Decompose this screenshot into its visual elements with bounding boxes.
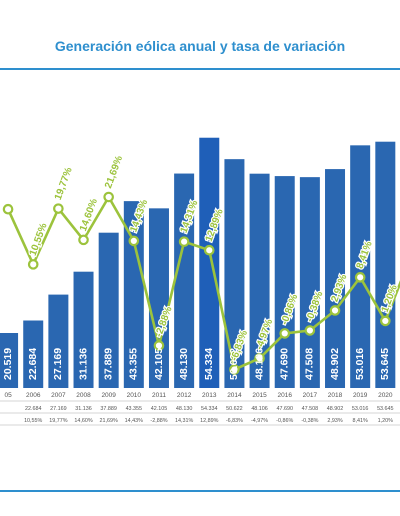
bar-value-label: 53.645: [379, 348, 391, 380]
table-rate-cell: 14,60%: [74, 418, 92, 424]
table-year-cell: 2016: [277, 392, 292, 399]
table-generation-cell: 22.684: [25, 406, 42, 412]
bar: [174, 173, 195, 388]
bar-value-label: 43.355: [128, 348, 140, 380]
bar: [0, 333, 19, 388]
table-generation-cell: 37.889: [100, 406, 117, 412]
table-rate-cell: 8,41%: [353, 418, 368, 424]
rate-point: [103, 191, 114, 203]
bar: [325, 169, 346, 388]
rate-point: [53, 203, 64, 214]
bar-value-label: 42.105: [153, 348, 165, 380]
bar-value-label: 22.684: [27, 348, 39, 380]
bar-value-label: 48.130: [178, 348, 190, 380]
table-rate-cell: 19,77%: [49, 418, 67, 424]
table-year-cell: 2017: [303, 392, 318, 399]
table-rate-cell: -6,83%: [226, 418, 243, 424]
bar-value-label: 50.622: [228, 348, 240, 380]
table-year-cell: 2012: [177, 392, 192, 399]
rate-point: [354, 272, 366, 283]
table-year-cell: 2013: [202, 392, 217, 399]
bar-value-label: 31.136: [77, 348, 89, 380]
table-generation-cell: 48.130: [176, 406, 193, 412]
table-rate-cell: -0,38%: [301, 418, 318, 424]
table-rate-cell: -2,88%: [150, 418, 167, 424]
bar-value-label: 47.508: [304, 348, 316, 380]
bar: [123, 201, 144, 388]
rate-point: [229, 364, 240, 375]
table-generation-cell: 53.645: [377, 406, 394, 412]
chart-title: Generación eólica anual y tasa de variac…: [54, 38, 346, 54]
table-rate-cell: 14,31%: [175, 418, 193, 424]
table-rate-cell: 2,93%: [327, 418, 342, 424]
rate-point: [2, 203, 14, 215]
table-year-cell: 05: [4, 392, 12, 399]
rate-point: [78, 234, 89, 246]
rate-point: [329, 305, 341, 316]
rate-point: [153, 340, 165, 351]
bar-value-label: 48.902: [329, 348, 341, 380]
bar: [224, 159, 245, 388]
rate-point: [128, 235, 140, 247]
rate-point: [203, 244, 215, 256]
bar: [48, 294, 69, 388]
table-generation-cell: 42.105: [151, 406, 168, 412]
table-rate-cell: 12,89%: [200, 418, 218, 424]
bar-value-label: 54.334: [203, 348, 215, 380]
table-rate-cell: 10,55%: [24, 418, 42, 424]
bar: [299, 177, 320, 388]
table-generation-cell: 47.508: [302, 406, 319, 412]
rate-value-label: 19,77%: [53, 166, 75, 202]
table-generation-cell: 54.334: [201, 406, 218, 412]
bar: [98, 232, 119, 388]
rate-point: [254, 352, 265, 364]
table-generation-cell: 53.016: [352, 406, 369, 412]
rate-point: [27, 259, 39, 270]
table-generation-cell: 43.355: [126, 406, 143, 412]
bar: [148, 208, 169, 388]
bar: [375, 141, 396, 388]
bar: [73, 271, 94, 388]
table-year-cell: 2019: [353, 392, 368, 399]
bar-value-label: 20.519: [2, 348, 14, 380]
table-year-cell: 2018: [328, 392, 343, 399]
rate-point: [178, 236, 190, 247]
rate-point: [304, 325, 316, 336]
table-year-cell: 2008: [76, 392, 91, 399]
bar: [23, 320, 44, 388]
table-rate-cell: 21,69%: [100, 418, 118, 424]
table-generation-cell: 27.169: [50, 406, 67, 412]
table-rate-cell: 14,43%: [125, 418, 143, 424]
bar-value-label: 53.016: [354, 348, 366, 380]
rate-point: [279, 328, 291, 339]
table-year-cell: 2007: [51, 392, 66, 399]
table-generation-cell: 50.622: [226, 406, 243, 412]
bar: [199, 137, 220, 388]
table-generation-cell: 31.136: [75, 406, 92, 412]
rate-value-label: 21,69%: [103, 154, 125, 190]
table-year-cell: 2010: [127, 392, 142, 399]
table-year-cell: 2020: [378, 392, 393, 399]
table-year-cell: 2011: [152, 392, 166, 399]
bar: [350, 145, 371, 388]
rate-value-label: 10,55%: [28, 222, 50, 258]
bar-value-label: 37.889: [102, 348, 114, 380]
table-generation-cell: 47.690: [276, 406, 293, 412]
table-rate-cell: -0,86%: [276, 418, 293, 424]
bar-value-label: 47.690: [279, 348, 291, 380]
table-year-cell: 2015: [252, 392, 267, 399]
table-year-cell: 2006: [26, 392, 41, 399]
bar: [249, 173, 270, 388]
table-rate-cell: -4,97%: [251, 418, 268, 424]
table-rate-cell: 1,20%: [378, 418, 393, 424]
bar-value-label: 27.169: [52, 348, 64, 380]
table-generation-cell: 48.902: [327, 406, 344, 412]
table-year-cell: 2014: [227, 392, 242, 399]
table-year-cell: 2009: [101, 392, 116, 399]
table-generation-cell: 48.106: [251, 406, 268, 412]
bar-value-label: 48.106: [253, 348, 265, 380]
rate-point: [380, 315, 391, 327]
